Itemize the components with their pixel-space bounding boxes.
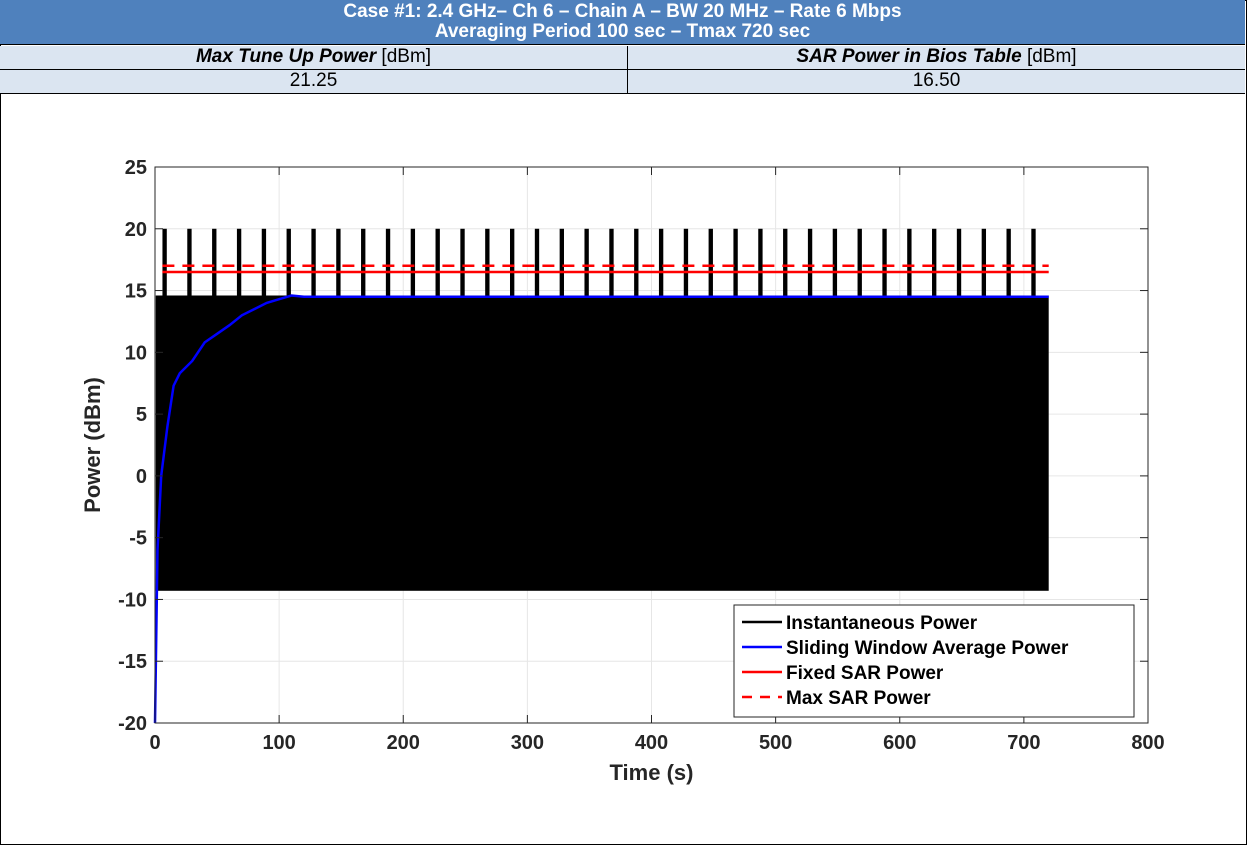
- instantaneous-power-spike: [857, 228, 862, 296]
- instantaneous-power-spike: [410, 228, 416, 296]
- instantaneous-power-spike: [212, 228, 217, 296]
- x-tick-label: 600: [883, 732, 916, 754]
- instantaneous-power-spike: [460, 228, 465, 296]
- instantaneous-power-spike: [286, 228, 291, 296]
- x-tick-label: 500: [759, 732, 792, 754]
- y-tick-label: 0: [136, 466, 147, 488]
- instantaneous-power-spike: [609, 228, 614, 296]
- x-tick-label: 800: [1131, 732, 1164, 754]
- instantaneous-power-spike: [162, 228, 167, 296]
- y-tick-label: 25: [125, 157, 147, 179]
- instantaneous-power-spike: [361, 228, 366, 296]
- sar-power-bios-value: 16.50: [912, 70, 961, 91]
- instantaneous-power-spike: [385, 228, 391, 296]
- instantaneous-power-spike: [584, 228, 589, 296]
- y-tick-label: 20: [125, 219, 147, 241]
- series-line-1: [153, 294, 1049, 724]
- case-title-line-2: Averaging Period 100 sec – Tmax 720 sec: [434, 21, 811, 42]
- x-tick-label: 0: [149, 732, 160, 754]
- instantaneous-power-spike: [336, 228, 341, 296]
- instantaneous-power-spike: [981, 228, 987, 296]
- y-tick-label: -20: [118, 713, 147, 735]
- y-axis-label: Power (dBm): [80, 377, 105, 513]
- y-tick-label: -5: [129, 528, 147, 550]
- x-tick-label: 300: [511, 732, 544, 754]
- legend-entry: Instantaneous Power: [786, 613, 978, 634]
- instantaneous-power-spike: [534, 228, 540, 296]
- max-tune-up-power-header: Max Tune Up Power [dBm]: [0, 46, 628, 69]
- x-tick-label: 200: [387, 732, 420, 754]
- instantaneous-power-spikes: [162, 228, 1036, 296]
- sar-power-bios-header: SAR Power in Bios Table [dBm]: [628, 46, 1245, 69]
- x-tick-label: 100: [262, 732, 295, 754]
- instantaneous-power-spike: [187, 228, 192, 296]
- y-tick-label: -10: [118, 589, 147, 611]
- instantaneous-power-spike: [882, 228, 887, 296]
- x-axis-label: Time (s): [610, 760, 694, 785]
- instantaneous-power-spike: [733, 228, 738, 296]
- instantaneous-power-spike: [1006, 228, 1011, 296]
- case-title-line-1: Case #1: 2.4 GHz– Ch 6 – Chain A – BW 20…: [343, 1, 902, 22]
- max-tune-up-power-unit: [dBm]: [381, 46, 432, 67]
- legend-entry: Sliding Window Average Power: [786, 638, 1069, 659]
- instantaneous-power-spike: [807, 228, 813, 296]
- y-tick-label: -15: [118, 651, 147, 673]
- max-tune-up-power-label: Max Tune Up Power: [195, 46, 377, 67]
- instantaneous-power-spike: [311, 228, 316, 296]
- instantaneous-power-spike: [956, 228, 962, 296]
- case-header: Case #1: 2.4 GHz– Ch 6 – Chain A – BW 20…: [0, 0, 1245, 45]
- instantaneous-power-spike: [932, 228, 937, 296]
- table-value-row: 21.25 16.50: [0, 70, 1245, 94]
- instantaneous-power-spike: [236, 228, 242, 296]
- instantaneous-power-spike: [907, 228, 912, 296]
- legend-box: [733, 604, 1135, 718]
- legend-entry: Max SAR Power: [786, 688, 931, 709]
- instantaneous-power-spike: [658, 228, 664, 296]
- max-tune-up-power-value: 21.25: [0, 70, 628, 93]
- instantaneous-power-spike: [1031, 228, 1036, 296]
- instantaneous-power-spike: [261, 228, 267, 296]
- legend: Instantaneous Power Sliding Window Averag…: [733, 604, 1135, 718]
- sar-power-bios-label: SAR Power in Bios Table: [796, 46, 1022, 67]
- y-tick-label: 5: [136, 404, 147, 426]
- power-chart: 0 100 200 300 400 500 600 700 800 -20 -15 -10 -5 0 5 10…: [80, 157, 1165, 785]
- instantaneous-power-spike: [683, 228, 689, 296]
- sar-power-bios-unit: [dBm]: [1026, 46, 1077, 67]
- instantaneous-power-spike: [485, 228, 490, 296]
- instantaneous-power-spike: [509, 228, 515, 296]
- y-tick-label: 15: [125, 281, 147, 303]
- instantaneous-power-spike: [758, 228, 763, 296]
- instantaneous-power-spike: [435, 228, 440, 296]
- instantaneous-power-spike: [708, 228, 713, 296]
- legend-entry: Fixed SAR Power: [786, 663, 944, 684]
- instantaneous-power-band: [155, 295, 1049, 591]
- y-tick-label: 10: [125, 342, 147, 364]
- x-tick-label: 400: [635, 732, 668, 754]
- x-tick-label: 700: [1007, 732, 1040, 754]
- instantaneous-power-spike: [832, 228, 838, 296]
- table-header-row: Max Tune Up Power [dBm] SAR Power in Bio…: [0, 46, 1245, 70]
- instantaneous-power-spike: [783, 228, 788, 296]
- instantaneous-power-spike: [559, 228, 564, 296]
- instantaneous-power-spike: [634, 228, 639, 296]
